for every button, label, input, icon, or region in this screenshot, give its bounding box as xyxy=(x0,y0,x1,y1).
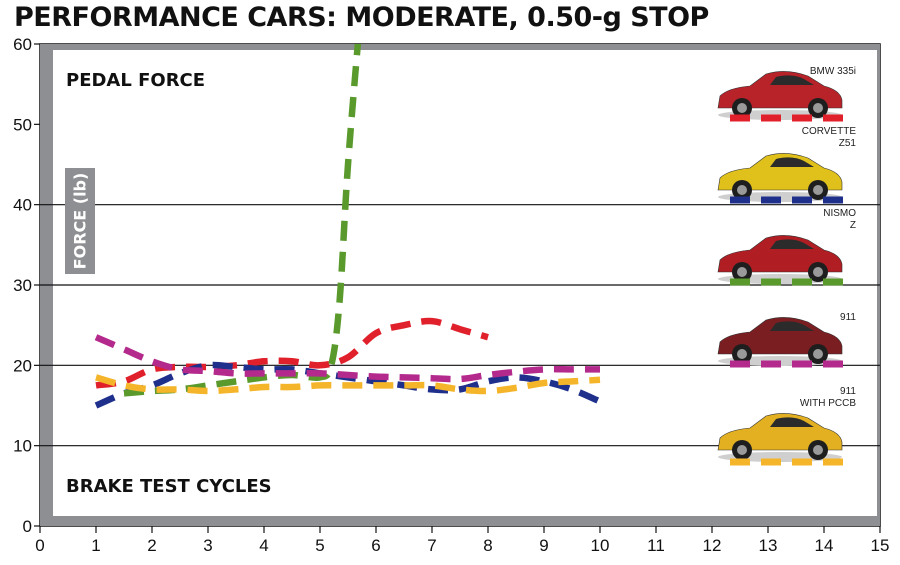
x-tick-label-1: 1 xyxy=(91,536,100,555)
y-tick-label-30: 30 xyxy=(13,276,32,295)
x-tick-label-15: 15 xyxy=(871,536,890,555)
y-tick-label-60: 60 xyxy=(13,35,32,54)
legend-label-line2-nismo-z: Z xyxy=(850,220,856,231)
legend-label-911-with-pccb: 911 xyxy=(840,386,856,397)
x-tick-label-9: 9 xyxy=(539,536,548,555)
car-hubcap xyxy=(737,267,747,277)
car-hubcap xyxy=(737,445,747,455)
car-body xyxy=(717,153,843,191)
x-tick-label-6: 6 xyxy=(371,536,380,555)
car-hubcap xyxy=(737,349,747,359)
x-tick-label-0: 0 xyxy=(35,536,44,555)
brake-test-cycles-label: BRAKE TEST CYCLES xyxy=(66,476,272,497)
pedal-force-label: PEDAL FORCE xyxy=(66,70,205,91)
legend-item-911: 911 xyxy=(717,312,856,368)
y-tick-label-0: 0 xyxy=(23,517,32,536)
car-window xyxy=(770,239,814,249)
series-line-bmw-335i xyxy=(95,317,489,389)
legend-label-line2-corvette-z51: Z51 xyxy=(839,138,857,149)
x-tick-label-4: 4 xyxy=(259,536,268,555)
car-window xyxy=(770,75,814,85)
car-window xyxy=(770,321,814,331)
x-tick-label-11: 11 xyxy=(647,536,665,555)
y-axis-label: FORCE (lb) xyxy=(65,168,95,274)
x-tick-label-3: 3 xyxy=(203,536,212,555)
car-hubcap xyxy=(737,185,747,195)
legend-label-911: 911 xyxy=(840,312,856,323)
series-line-911 xyxy=(94,334,600,383)
car-hubcap xyxy=(813,267,823,277)
car-body xyxy=(717,235,843,273)
x-tick-label-10: 10 xyxy=(591,536,610,555)
chart-title: PERFORMANCE CARS: MODERATE, 0.50-g STOP xyxy=(14,2,709,33)
y-tick-label-10: 10 xyxy=(13,437,32,456)
x-tick-label-14: 14 xyxy=(815,536,834,555)
car-body xyxy=(717,71,843,109)
series-lines xyxy=(94,44,602,409)
car-window xyxy=(770,157,814,167)
car-hubcap xyxy=(813,349,823,359)
x-tick-label-13: 13 xyxy=(759,536,778,555)
car-hubcap xyxy=(813,103,823,113)
car-body xyxy=(717,413,843,451)
x-tick-label-7: 7 xyxy=(427,536,436,555)
x-tick-label-2: 2 xyxy=(147,536,156,555)
x-tick-label-12: 12 xyxy=(703,536,722,555)
car-hubcap xyxy=(737,103,747,113)
car-window xyxy=(770,417,814,427)
y-axis-title: FORCE (lb) xyxy=(71,173,90,270)
car-body xyxy=(717,317,843,355)
series-line-911-with-pccb xyxy=(95,374,601,395)
x-tick-label-8: 8 xyxy=(483,536,492,555)
y-axis-label-box xyxy=(65,168,95,274)
legend-label-nismo-z: NISMO xyxy=(823,208,856,219)
legend-label-line2-911-with-pccb: WITH PCCB xyxy=(800,398,856,409)
legend-label-corvette-z51: CORVETTE xyxy=(802,126,857,137)
y-tick-label-40: 40 xyxy=(13,196,32,215)
car-hubcap xyxy=(813,445,823,455)
y-tick-label-50: 50 xyxy=(13,115,32,134)
x-tick-label-5: 5 xyxy=(315,536,324,555)
car-hubcap xyxy=(813,185,823,195)
legend-item-bmw-335i: BMW 335i xyxy=(717,66,856,122)
legend-label-bmw-335i: BMW 335i xyxy=(810,66,856,77)
y-tick-label-20: 20 xyxy=(13,356,32,375)
